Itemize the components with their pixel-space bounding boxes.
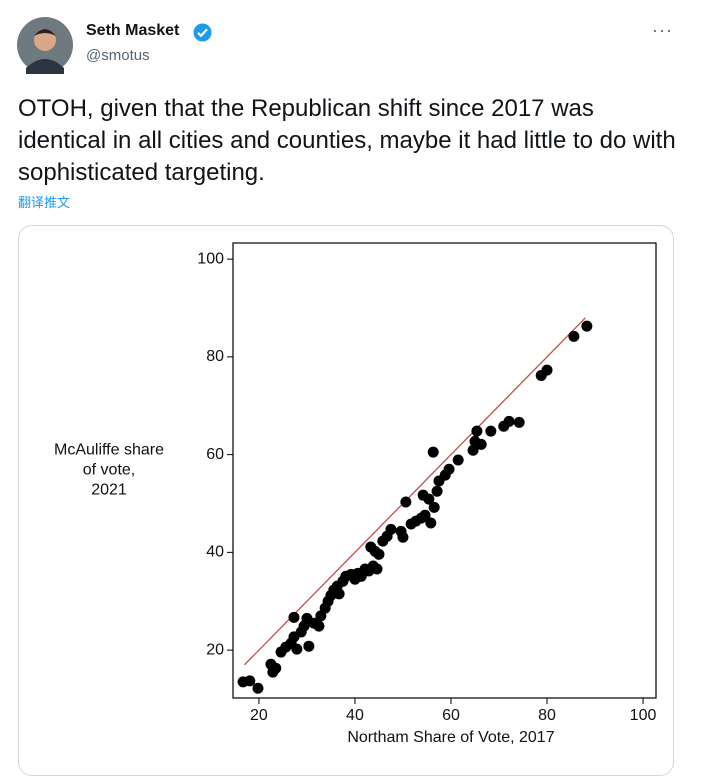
data-point (443, 463, 455, 475)
data-point (423, 493, 435, 505)
data-point (400, 496, 412, 508)
translate-link[interactable]: 翻译推文 (18, 195, 71, 210)
y-tick-label: 80 (206, 348, 224, 365)
chart: 20 40 60 80 100 20 40 60 80 100 Northam Share of V… (54, 242, 657, 746)
data-point (541, 364, 553, 376)
y-tick-label: 60 (206, 446, 224, 463)
data-point (428, 501, 440, 513)
user-name[interactable]: Seth Masket (86, 22, 180, 39)
x-tick-label: 60 (442, 707, 460, 724)
data-point (568, 330, 580, 342)
data-point (373, 548, 385, 560)
x-tick-label: 80 (538, 707, 556, 724)
data-point (244, 675, 256, 687)
y-tick-label: 20 (206, 641, 224, 658)
data-point (467, 444, 479, 456)
data-point (333, 588, 345, 600)
data-point (397, 531, 409, 543)
data-point (419, 509, 431, 521)
data-point (291, 643, 303, 655)
data-point (288, 611, 300, 623)
data-point (371, 563, 383, 575)
data-point (385, 523, 397, 535)
x-tick-label: 40 (346, 707, 364, 724)
data-point (503, 415, 515, 427)
data-point (471, 425, 483, 437)
tweet-text: OTOH, given that the Republican shift si… (18, 95, 676, 186)
y-axis-label: of vote, (83, 462, 135, 479)
x-tick-label: 100 (630, 707, 657, 724)
data-point (252, 682, 264, 694)
y-axis-label: McAuliffe share (54, 442, 164, 459)
data-point (452, 454, 464, 466)
data-point (485, 425, 497, 437)
more-button[interactable]: ··· (652, 20, 673, 40)
data-point (431, 485, 443, 497)
y-axis-label: 2021 (91, 482, 127, 499)
user-handle[interactable]: @smotus (86, 47, 150, 64)
x-tick-label: 20 (250, 707, 268, 724)
data-point (270, 662, 282, 674)
media-card[interactable]: 20 40 60 80 100 20 40 60 80 100 Northam Share of V… (18, 225, 674, 776)
avatar[interactable] (16, 16, 74, 74)
y-tick-label: 40 (206, 544, 224, 561)
data-point (475, 438, 487, 450)
verified-badge (193, 23, 212, 42)
data-point (513, 416, 525, 428)
reference-line (244, 317, 586, 666)
data-point (425, 517, 437, 529)
data-point (581, 320, 593, 332)
plot-frame (232, 242, 657, 699)
data-point (427, 446, 439, 458)
y-tick-label: 100 (197, 250, 224, 267)
data-point (303, 640, 315, 652)
x-axis-label: Northam Share of Vote, 2017 (347, 729, 554, 746)
data-point (313, 620, 325, 632)
